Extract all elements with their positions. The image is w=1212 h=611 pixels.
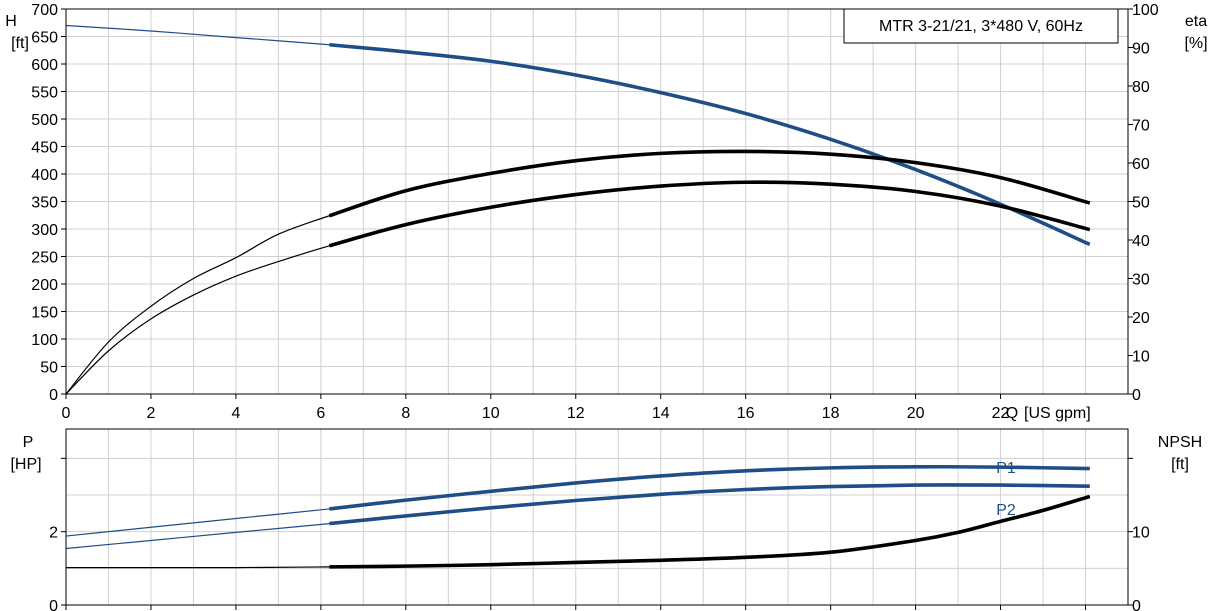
left-axis-tick-label: 250 xyxy=(31,250,58,267)
x-axis-tick-label: 16 xyxy=(737,405,755,422)
right-axis-tick-label: 100 xyxy=(1132,2,1159,19)
right-axis-tick-label: 20 xyxy=(1132,310,1150,327)
left-axis-tick-label: 350 xyxy=(31,195,58,212)
x-axis-tick-label: 14 xyxy=(652,405,670,422)
curve-line-operating xyxy=(329,464,1090,511)
left-axis-tick-label: 2 xyxy=(49,525,58,542)
title-box xyxy=(843,8,1119,44)
power-axis-unit: [HP] xyxy=(10,456,41,473)
left-axis-tick-label: 550 xyxy=(31,85,58,102)
right-axis-tick-label: 0 xyxy=(1132,598,1141,611)
right-axis-tick-label: 60 xyxy=(1132,156,1150,173)
left-axis-tick-label: 500 xyxy=(31,112,58,129)
head-efficiency-panel: 0501001502002503003504004505005506006507… xyxy=(5,2,1207,422)
p1-series-label: P1 xyxy=(996,460,1016,477)
efficiency-axis-title: eta xyxy=(1185,13,1207,30)
left-axis-tick-label: 150 xyxy=(31,305,58,322)
left-axis-tick-label: 300 xyxy=(31,222,58,239)
left-axis-tick-label: 0 xyxy=(49,598,58,611)
right-axis-tick-label: 50 xyxy=(1132,195,1150,212)
left-axis-tick-label: 650 xyxy=(31,30,58,47)
p2-series-label: P2 xyxy=(996,502,1016,519)
curve-line-full xyxy=(65,150,1090,395)
npsh-axis-unit: [ft] xyxy=(1171,456,1189,473)
curve-line-full xyxy=(65,181,1090,395)
x-axis-tick-label: 20 xyxy=(907,405,925,422)
curve-line-operating xyxy=(329,483,1090,526)
curve-line-full xyxy=(65,484,1090,550)
x-axis-tick-label: 12 xyxy=(567,405,585,422)
power-npsh-panel: 0 2 0 10 P [HP] NPSH [ft] P1 P2 xyxy=(10,428,1202,611)
efficiency-axis-unit: [%] xyxy=(1184,35,1207,52)
left-axis-tick-label: 450 xyxy=(31,140,58,157)
x-axis-tick-label: 0 xyxy=(62,405,71,422)
right-axis-tick-label: 90 xyxy=(1132,41,1150,58)
right-axis-tick-label: 70 xyxy=(1132,118,1150,135)
x-axis-tick-label: 6 xyxy=(316,405,325,422)
chart-title: MTR 3-21/21, 3*480 V, 60Hz xyxy=(879,18,1083,35)
curve-line-operating xyxy=(329,494,1091,569)
head-efficiency-axes: 0501001502002503003504004505005506006507… xyxy=(31,2,1159,422)
right-axis-tick-label: 0 xyxy=(1132,387,1141,404)
power-npsh-axes: 0 2 0 10 xyxy=(49,457,1150,611)
x-axis-tick-label: 4 xyxy=(231,405,240,422)
right-axis-tick-label: 10 xyxy=(1132,349,1150,366)
left-axis-tick-label: 100 xyxy=(31,332,58,349)
curve-line-full xyxy=(65,24,1091,245)
right-axis-tick-label: 80 xyxy=(1132,79,1150,96)
curve-line-operating xyxy=(329,42,1091,247)
npsh-axis-title: NPSH xyxy=(1158,434,1202,451)
curve-line-operating xyxy=(328,180,1091,248)
curve-line-operating xyxy=(328,149,1091,218)
left-axis-tick-label: 200 xyxy=(31,277,58,294)
power-npsh-frame xyxy=(65,428,1129,606)
x-axis-tick-label: 22 xyxy=(992,405,1010,422)
right-axis-tick-label: 30 xyxy=(1132,272,1150,289)
flow-axis-symbol: Q xyxy=(1006,405,1018,422)
left-axis-tick-label: 600 xyxy=(31,57,58,74)
head-axis-unit: [ft] xyxy=(11,35,29,52)
right-axis-tick-label: 10 xyxy=(1132,525,1150,542)
x-axis-tick-label: 10 xyxy=(482,405,500,422)
left-axis-tick-label: 0 xyxy=(49,387,58,404)
x-axis-tick-label: 18 xyxy=(822,405,840,422)
power-npsh-grid xyxy=(66,429,1128,605)
power-axis-title: P xyxy=(23,434,34,451)
left-axis-tick-label: 400 xyxy=(31,167,58,184)
left-axis-tick-label: 700 xyxy=(31,2,58,19)
power-npsh-curves xyxy=(65,464,1091,569)
head-efficiency-curves xyxy=(65,24,1091,395)
head-axis-title: H xyxy=(5,13,17,30)
x-axis-tick-label: 2 xyxy=(147,405,156,422)
right-axis-tick-label: 40 xyxy=(1132,233,1150,250)
x-axis-tick-label: 8 xyxy=(401,405,410,422)
left-axis-tick-label: 50 xyxy=(40,360,58,377)
flow-axis-unit: [US gpm] xyxy=(1024,405,1091,422)
